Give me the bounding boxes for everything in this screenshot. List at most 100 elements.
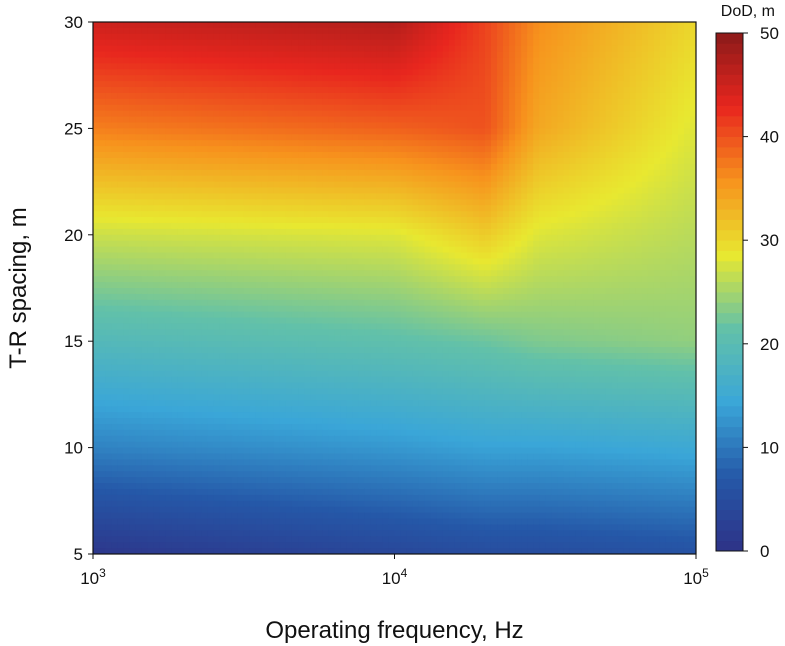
heatmap-cell (569, 33, 576, 41)
heatmap-cell (497, 22, 504, 29)
heatmap-cell (545, 288, 552, 295)
heatmap-cell (677, 33, 685, 41)
heatmap-cell (219, 87, 227, 94)
heatmap-cell (285, 211, 293, 218)
heatmap-cell (165, 140, 172, 147)
heatmap-cell (135, 39, 142, 47)
heatmap-cell (165, 87, 172, 94)
heatmap-cell (141, 169, 148, 177)
heatmap-cell (243, 305, 251, 313)
heatmap-cell (424, 258, 432, 265)
heatmap-cell (129, 81, 136, 88)
heatmap-cell (153, 39, 160, 47)
heatmap-cell (376, 293, 384, 301)
heatmap-cell (472, 175, 480, 183)
heatmap-cell (539, 98, 546, 106)
heatmap-cell (641, 228, 649, 236)
heatmap-cell (617, 63, 625, 70)
heatmap-cell (521, 57, 528, 64)
heatmap-cell (370, 288, 378, 295)
heatmap-cell (382, 175, 390, 183)
heatmap-cell (382, 57, 390, 64)
heatmap-cell (370, 293, 378, 301)
heatmap-cell (641, 51, 649, 59)
heatmap-cell (285, 33, 293, 41)
heatmap-cell (340, 63, 347, 70)
heatmap-cell (129, 163, 136, 171)
heatmap-cell (557, 57, 564, 64)
heatmap-cell (611, 128, 619, 135)
heatmap-cell (105, 87, 112, 94)
heatmap-cell (316, 22, 323, 29)
heatmap-cell (412, 39, 420, 47)
heatmap-cell (521, 22, 528, 29)
heatmap-cell (617, 199, 625, 206)
heatmap-cell (273, 69, 281, 76)
heatmap-cell (135, 181, 142, 189)
heatmap-cell (605, 187, 613, 195)
heatmap-cell (503, 175, 510, 183)
heatmap-cell (454, 22, 462, 29)
heatmap-cell (123, 104, 130, 112)
heatmap-cell (659, 258, 667, 265)
heatmap-cell (653, 282, 661, 289)
heatmap-cell (243, 163, 251, 171)
heatmap-cell (316, 45, 323, 53)
heatmap-cell (478, 157, 486, 165)
heatmap-cell (665, 175, 673, 183)
heatmap-cell (533, 169, 540, 177)
heatmap-cell (671, 228, 679, 236)
heatmap-cell (213, 157, 221, 165)
heatmap-cell (575, 264, 583, 271)
heatmap-cell (225, 163, 233, 171)
heatmap-cell (141, 270, 148, 277)
heatmap-cell (509, 246, 516, 254)
heatmap-cell (629, 264, 637, 271)
heatmap-cell (587, 163, 595, 171)
heatmap-cell (671, 57, 679, 64)
heatmap-cell (352, 222, 359, 230)
heatmap-cell (285, 104, 293, 112)
heatmap-cell (623, 234, 631, 242)
heatmap-cell (671, 199, 679, 206)
heatmap-cell (442, 234, 450, 242)
heatmap-cell (412, 128, 420, 135)
heatmap-cell (569, 211, 576, 218)
heatmap-cell (310, 63, 317, 70)
heatmap-cell (177, 128, 185, 135)
heatmap-cell (334, 116, 341, 124)
heatmap-cell (521, 211, 528, 218)
heatmap-cell (111, 63, 118, 70)
heatmap-cell (515, 222, 522, 230)
heatmap-cell (340, 69, 347, 76)
heatmap-cell (605, 45, 613, 53)
heatmap-cell (406, 51, 414, 59)
heatmap-cell (460, 81, 468, 88)
heatmap-cell (346, 258, 353, 265)
heatmap-cell (213, 92, 221, 100)
heatmap-cell (430, 187, 438, 195)
heatmap-cell (340, 57, 347, 64)
heatmap-cell (647, 181, 655, 189)
heatmap-cell (165, 193, 172, 200)
heatmap-cell (515, 140, 522, 147)
heatmap-cell (515, 122, 522, 129)
heatmap-cell (484, 128, 492, 135)
heatmap-cell (400, 157, 408, 165)
heatmap-cell (273, 104, 281, 112)
heatmap-cell (346, 169, 353, 177)
heatmap-cell (358, 175, 365, 183)
heatmap-cell (189, 92, 197, 100)
heatmap-cell (159, 146, 166, 153)
heatmap-cell (237, 276, 245, 283)
heatmap-cell (123, 51, 130, 59)
heatmap-cell (569, 110, 576, 118)
heatmap-cell (533, 92, 540, 100)
heatmap-cell (533, 146, 540, 153)
heatmap-cell (394, 81, 402, 88)
heatmap-cell (177, 51, 185, 59)
heatmap-cell (177, 181, 185, 189)
heatmap-cell (328, 288, 335, 295)
heatmap-cell (141, 211, 148, 218)
heatmap-cell (183, 134, 191, 141)
